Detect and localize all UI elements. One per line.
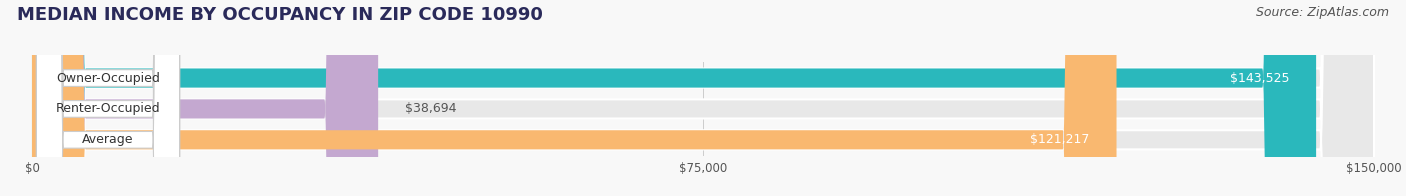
FancyBboxPatch shape <box>37 0 180 196</box>
Text: $121,217: $121,217 <box>1031 133 1090 146</box>
Text: Owner-Occupied: Owner-Occupied <box>56 72 160 84</box>
FancyBboxPatch shape <box>37 0 180 196</box>
Text: Renter-Occupied: Renter-Occupied <box>56 103 160 115</box>
FancyBboxPatch shape <box>32 0 378 196</box>
FancyBboxPatch shape <box>32 0 1116 196</box>
Text: $143,525: $143,525 <box>1230 72 1289 84</box>
FancyBboxPatch shape <box>32 0 1316 196</box>
Text: Source: ZipAtlas.com: Source: ZipAtlas.com <box>1256 6 1389 19</box>
FancyBboxPatch shape <box>32 0 1374 196</box>
FancyBboxPatch shape <box>32 0 1374 196</box>
FancyBboxPatch shape <box>32 0 1374 196</box>
Text: Average: Average <box>83 133 134 146</box>
Text: $38,694: $38,694 <box>405 103 457 115</box>
FancyBboxPatch shape <box>37 0 180 196</box>
Text: MEDIAN INCOME BY OCCUPANCY IN ZIP CODE 10990: MEDIAN INCOME BY OCCUPANCY IN ZIP CODE 1… <box>17 6 543 24</box>
